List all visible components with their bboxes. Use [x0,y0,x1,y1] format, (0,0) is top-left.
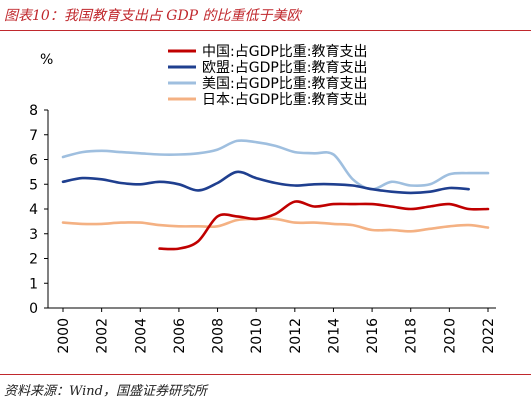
figure-title: 图表10：我国教育支出占 GDP 的比重低于美欧 [4,8,301,24]
source-rule [0,374,531,375]
series-line-japan [61,217,490,233]
legend: 中国:占GDP比重:教育支出欧盟:占GDP比重:教育支出美国:占GDP比重:教育… [168,44,368,108]
y-tick-label-7: 7 [29,128,38,144]
x-tick-label-2018: 2018 [404,318,420,354]
y-tick-label-5: 5 [29,177,38,193]
legend-label-us: 美国:占GDP比重:教育支出 [202,76,368,92]
line-chart: % 0 1 2 3 4 5 6 7 8 2000 2002 2004 2006 2008 2010 2012 2… [29,44,497,354]
x-tick-label-2012: 2012 [288,318,304,354]
x-tick-label-2008: 2008 [211,318,227,354]
x-tick-label-2000: 2000 [56,318,72,354]
x-tick-label-2020: 2020 [442,318,458,354]
y-tick-label-8: 8 [29,103,38,119]
source-note: 资料来源：Wind，国盛证券研究所 [4,384,207,399]
y-tick-label-6: 6 [29,153,38,169]
x-tick-label-2004: 2004 [133,318,149,354]
legend-label-japan: 日本:占GDP比重:教育支出 [202,92,368,108]
x-tick-label-2016: 2016 [365,318,381,354]
unit-label: % [40,52,53,68]
title-rule [0,30,531,31]
x-tick-label-2010: 2010 [249,318,265,354]
x-tick-label-2006: 2006 [172,318,188,354]
legend-label-eu: 欧盟:占GDP比重:教育支出 [202,60,368,76]
x-tick-label-2014: 2014 [326,318,342,354]
legend-label-china: 中国:占GDP比重:教育支出 [202,44,368,60]
y-tick-label-1: 1 [29,276,38,292]
y-tick-label-0: 0 [29,301,38,317]
y-tick-label-4: 4 [29,202,38,218]
y-tick-label-2: 2 [29,252,38,268]
series-line-eu [61,170,470,195]
axes: 0 1 2 3 4 5 6 7 8 2000 2002 2004 2006 2008 2010 2012 201… [29,103,497,354]
y-tick-label-3: 3 [29,227,38,243]
x-tick-label-2022: 2022 [481,318,497,354]
series-line-china [158,200,490,251]
x-tick-label-2002: 2002 [95,318,111,354]
series-line-us [61,139,490,191]
series-layer [61,139,490,251]
